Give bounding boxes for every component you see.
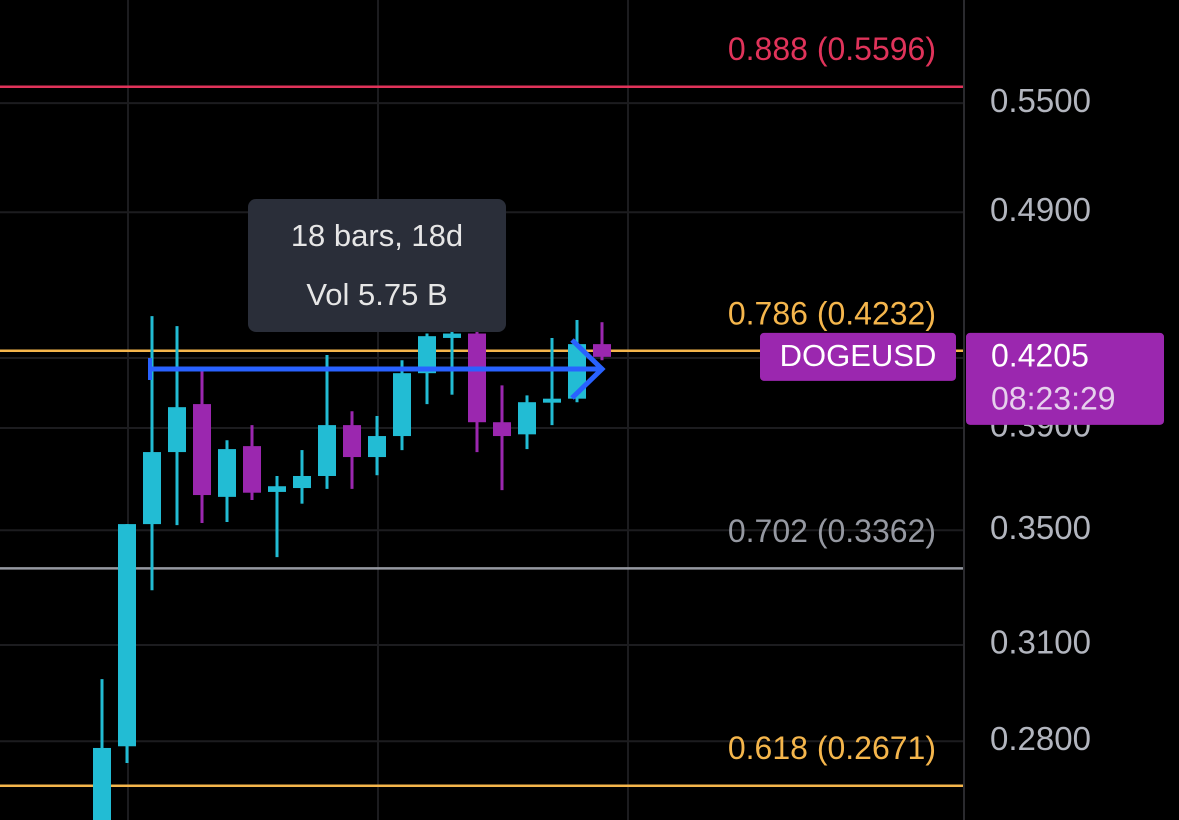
candles (93, 316, 611, 820)
candle-body (243, 446, 261, 493)
fib-label: 0.786 (0.4232) (728, 295, 936, 331)
fib-label: 0.618 (0.2671) (728, 730, 936, 766)
candle-body (493, 422, 511, 437)
candle-body (193, 404, 211, 496)
price-tag: DOGEUSD 0.4205 08:23:29 (760, 332, 1164, 425)
candle-body (168, 407, 186, 453)
measure-arrow (570, 338, 606, 400)
y-tick-label: 0.4900 (990, 191, 1091, 228)
candle-body (118, 524, 136, 747)
fib-label: 0.888 (0.5596) (728, 31, 936, 67)
symbol-name: DOGEUSD (780, 338, 937, 373)
candle-body (418, 336, 436, 374)
price-box (966, 332, 1164, 425)
candle-body (93, 747, 111, 820)
candle-body (518, 402, 536, 435)
candle-body (268, 486, 286, 492)
candle-body (218, 449, 236, 497)
symbol-tag (760, 332, 956, 381)
y-tick-label: 0.5500 (990, 82, 1091, 119)
candle-body (543, 398, 561, 403)
countdown: 08:23:29 (991, 380, 1116, 416)
candle-body (443, 333, 461, 338)
fib-levels: 0.888 (0.5596) 0.786 (0.4232) 0.702 (0.336… (0, 31, 963, 788)
fib-label: 0.702 (0.3362) (728, 513, 936, 549)
last-price: 0.4205 (991, 337, 1089, 373)
candle-body (318, 425, 336, 476)
candle-body (143, 452, 161, 525)
candle-body (293, 475, 311, 489)
candle-body (343, 425, 361, 458)
grid (0, 0, 965, 820)
candle-body (468, 333, 486, 423)
y-tick-label: 0.2800 (990, 720, 1091, 757)
measure-tool: 18 bars, 18d Vol 5.75 B (148, 199, 606, 400)
measure-volume: Vol 5.75 B (306, 277, 447, 312)
measure-tooltip (248, 199, 506, 332)
y-tick-label: 0.3100 (990, 624, 1091, 661)
measure-bars: 18 bars, 18d (291, 218, 463, 253)
y-tick-label: 0.3500 (990, 509, 1091, 546)
candle-body (368, 436, 386, 458)
candle-body (593, 344, 611, 357)
candle-body (393, 373, 411, 437)
